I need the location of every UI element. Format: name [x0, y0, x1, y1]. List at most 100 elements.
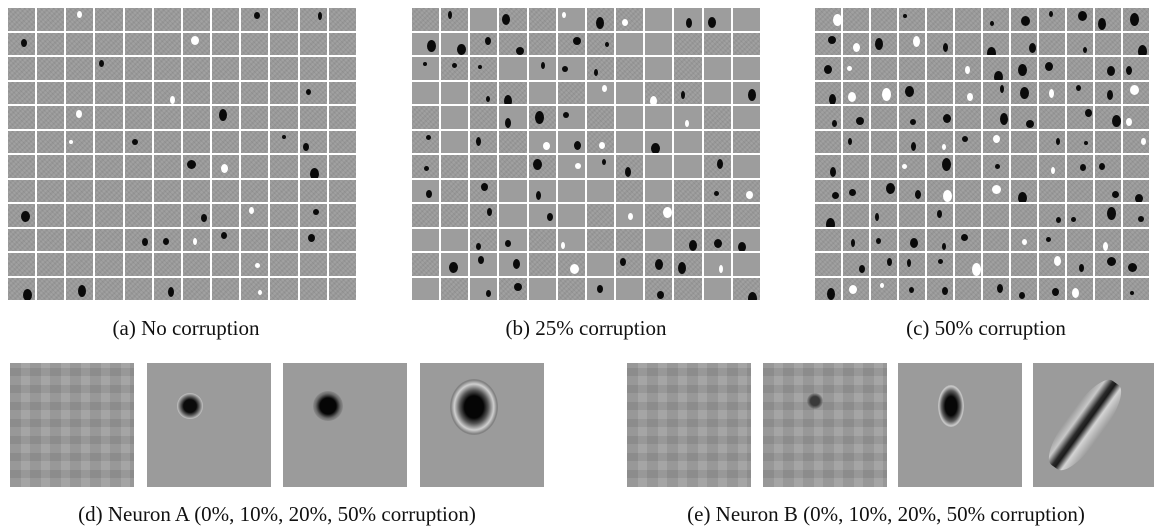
filter-tile — [843, 57, 869, 80]
filter-tile — [95, 106, 123, 129]
filter-tile — [270, 32, 298, 55]
filter-tile — [299, 253, 327, 276]
filter-tile — [328, 106, 356, 129]
filter-tile — [1123, 204, 1149, 227]
filter-tile — [983, 179, 1009, 202]
filter-tile — [299, 277, 327, 300]
filter-tile — [1123, 179, 1149, 202]
filter-tile — [983, 155, 1009, 178]
filter-tile — [412, 57, 440, 80]
filter-tile — [955, 253, 981, 276]
filter-tile — [470, 253, 498, 276]
filter-tile — [441, 277, 469, 300]
filter-tile — [815, 179, 841, 202]
filter-tile — [528, 81, 556, 104]
filter-tile — [412, 81, 440, 104]
filter-tile — [732, 228, 760, 251]
filter-tile — [1011, 130, 1037, 153]
filter-tile — [66, 253, 94, 276]
filter-tile — [212, 204, 240, 227]
filter-tile — [616, 32, 644, 55]
filter-grid-b — [412, 8, 760, 300]
filter-tile — [499, 155, 527, 178]
filter-tile — [927, 228, 953, 251]
filter-tile — [528, 155, 556, 178]
filter-tile — [1011, 228, 1037, 251]
filter-tile — [182, 277, 211, 300]
filter-tile — [871, 57, 897, 80]
filter-tile — [732, 32, 760, 55]
filter-tile — [37, 179, 65, 202]
filter-tile — [1067, 106, 1093, 129]
filter-tile — [8, 8, 36, 31]
filter-tile — [37, 228, 65, 251]
filter-tile — [66, 277, 94, 300]
filter-tile — [95, 57, 123, 80]
filter-tile — [955, 130, 981, 153]
filter-tile — [815, 253, 841, 276]
filter-tile — [1039, 228, 1065, 251]
filter-tile — [1095, 179, 1121, 202]
filter-tile — [241, 277, 269, 300]
filter-tile — [645, 8, 673, 31]
filter-tile — [645, 106, 673, 129]
filter-tile — [8, 277, 36, 300]
filter-tile — [299, 179, 327, 202]
filter-tile — [270, 130, 298, 153]
filter-tile — [899, 179, 925, 202]
filter-tile — [927, 179, 953, 202]
filter-tile — [470, 106, 498, 129]
filter-tile — [732, 277, 760, 300]
filter-tile — [645, 228, 673, 251]
filter-tile — [182, 32, 211, 55]
filter-tile — [66, 8, 94, 31]
filter-tile — [1011, 204, 1037, 227]
filter-tile — [871, 32, 897, 55]
filter-tile — [1067, 155, 1093, 178]
filter-tile — [182, 106, 211, 129]
filter-tile — [557, 8, 585, 31]
filter-tile — [871, 204, 897, 227]
caption-d: (d) Neuron A (0%, 10%, 20%, 50% corrupti… — [78, 502, 476, 526]
filter-tile — [8, 106, 36, 129]
filter-tile — [66, 204, 94, 227]
filter-tile — [983, 253, 1009, 276]
filter-tile — [983, 81, 1009, 104]
filter-tile — [815, 130, 841, 153]
filter-tile — [674, 8, 702, 31]
filter-tile — [37, 106, 65, 129]
filter-tile — [1067, 204, 1093, 227]
filter-tile — [212, 179, 240, 202]
filter-tile — [674, 253, 702, 276]
filter-tile — [1095, 106, 1121, 129]
filter-tile — [927, 81, 953, 104]
filter-tile — [66, 32, 94, 55]
filter-tile — [499, 57, 527, 80]
filter-tile — [124, 130, 152, 153]
filter-tile — [871, 228, 897, 251]
filter-tile — [528, 277, 556, 300]
filter-tile — [815, 204, 841, 227]
filter-tile — [212, 32, 240, 55]
filter-tile — [899, 204, 925, 227]
filter-tile — [241, 130, 269, 153]
filter-tile — [182, 179, 211, 202]
filter-tile — [1123, 32, 1149, 55]
filter-tile — [212, 8, 240, 31]
filter-tile — [153, 130, 181, 153]
filter-tile — [470, 204, 498, 227]
filter-tile — [270, 106, 298, 129]
neuron-a-10-percent — [147, 363, 271, 487]
filter-tile — [645, 32, 673, 55]
filter-tile — [153, 228, 181, 251]
filter-tile — [899, 130, 925, 153]
filter-tile — [1095, 57, 1121, 80]
filter-tile — [470, 81, 498, 104]
filter-tile — [124, 179, 152, 202]
filter-tile — [899, 106, 925, 129]
filter-tile — [586, 155, 615, 178]
filter-tile — [95, 228, 123, 251]
filter-grid-a — [8, 8, 356, 300]
filter-tile — [153, 32, 181, 55]
filter-tile — [182, 253, 211, 276]
